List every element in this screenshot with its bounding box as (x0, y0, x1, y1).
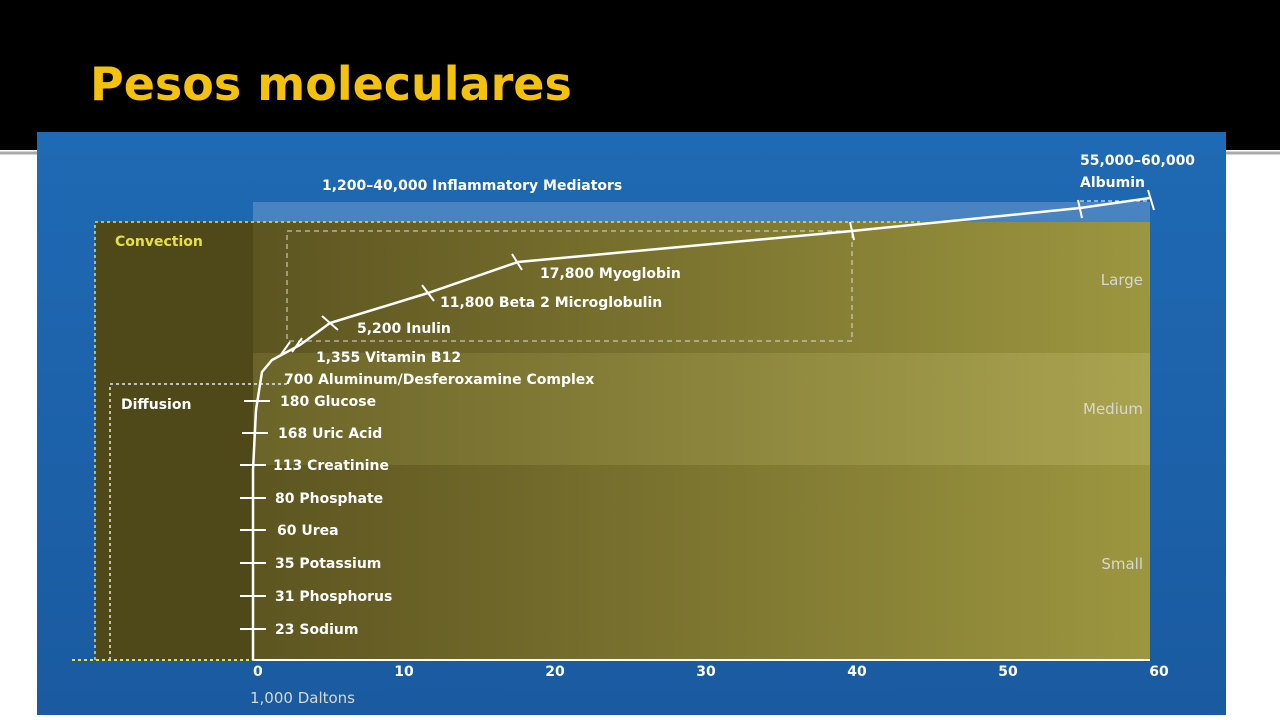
axis-label: 1,000 Daltons (250, 689, 355, 707)
medium-band (253, 353, 1150, 465)
mediator-box (286, 230, 853, 342)
albumin-range-label: 55,000–60,000 (1080, 153, 1195, 169)
zone-label: Convection (115, 234, 203, 250)
x-tick-label: 40 (847, 664, 867, 680)
marker-label: 35 Potassium (275, 556, 381, 572)
size-label: Large (1101, 271, 1143, 289)
title-bar (0, 0, 1280, 150)
x-tick-label: 20 (545, 664, 565, 680)
marker-label: 180 Glucose (280, 394, 376, 410)
header-label: 1,200–40,000 Inflammatory Mediators (322, 178, 622, 194)
convection-path (94, 221, 920, 660)
albumin-label: Albumin (1080, 175, 1145, 191)
convection-zone (95, 222, 253, 660)
x-tick-label: 60 (1149, 664, 1169, 680)
x-tick-label: 30 (696, 664, 716, 680)
slide-title: Pesos moleculares (90, 57, 572, 111)
marker-label: 1,355 Vitamin B12 (316, 350, 461, 366)
marker-label: 11,800 Beta 2 Microglobulin (440, 295, 662, 311)
small-band (253, 465, 1150, 660)
x-tick-label: 0 (253, 664, 263, 680)
marker-label: 168 Uric Acid (278, 426, 382, 442)
marker-label: 113 Creatinine (273, 458, 389, 474)
marker-label: 60 Urea (277, 523, 339, 539)
x-tick-label: 10 (394, 664, 414, 680)
marker-label: 17,800 Myoglobin (540, 266, 681, 282)
marker-labels: 17,800 Myoglobin 11,800 Beta 2 Microglobu… (273, 266, 681, 638)
mediator-band (253, 202, 1150, 222)
size-label: Medium (1083, 400, 1143, 418)
marker-label: 5,200 Inulin (357, 321, 451, 337)
marker-label: 80 Phosphate (275, 491, 383, 507)
diffusion-path (109, 383, 290, 660)
marker-label: 700 Aluminum/Desferoxamine Complex (284, 372, 594, 388)
size-label: Small (1101, 555, 1143, 573)
marker-label: 23 Sodium (275, 622, 358, 638)
zone-label: Diffusion (121, 397, 191, 413)
curve-ticks (240, 189, 1155, 630)
x-tick-label: 50 (998, 664, 1018, 680)
mw-curve (251, 196, 1151, 660)
x-ticks: 0 10 20 30 40 50 60 (253, 664, 1169, 680)
marker-label: 31 Phosphorus (275, 589, 392, 605)
